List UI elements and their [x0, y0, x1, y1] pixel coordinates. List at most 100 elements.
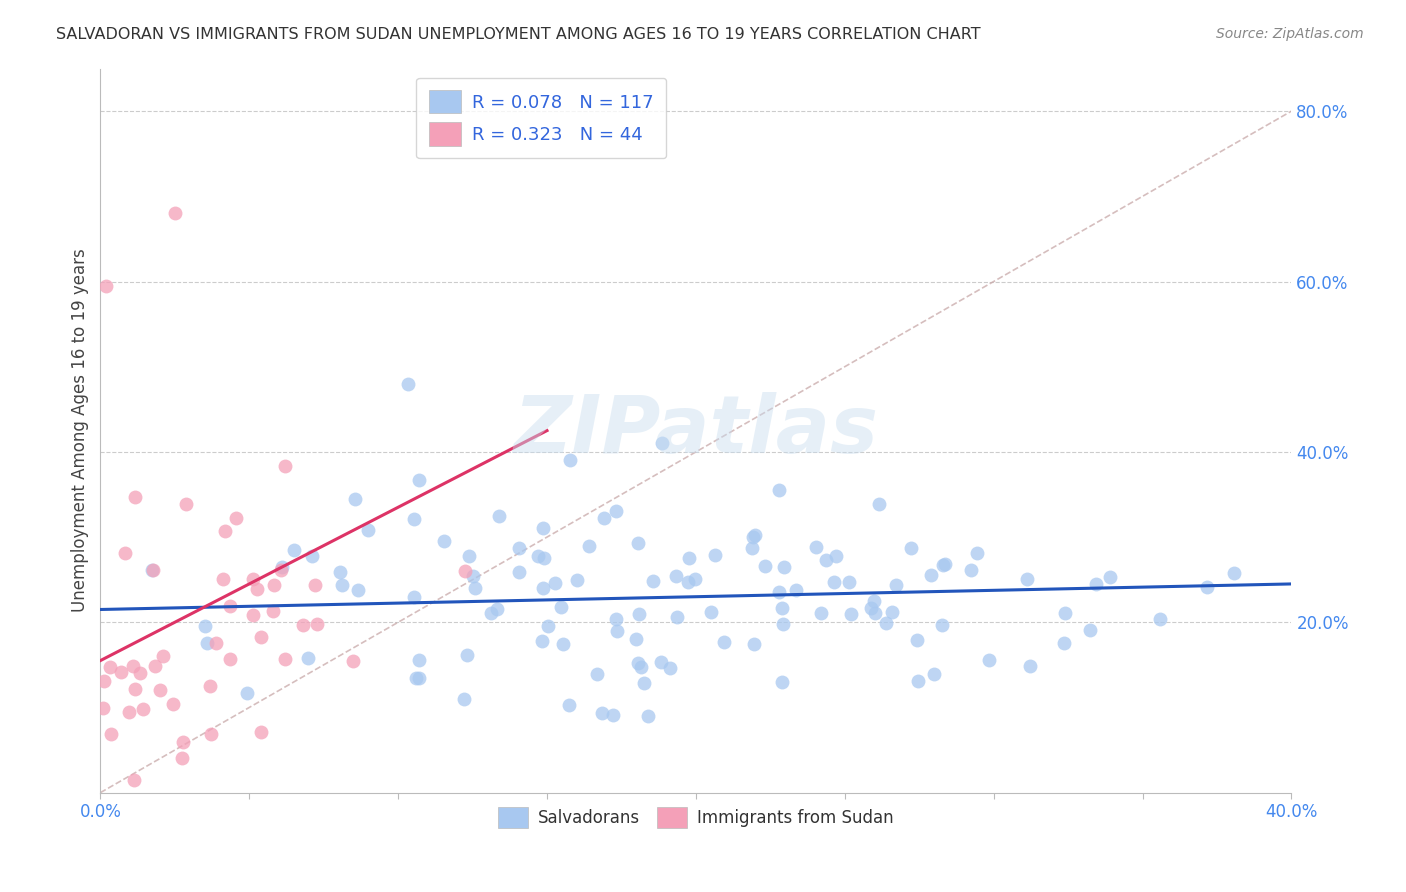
- Point: [242, 572, 264, 586]
- Point: [931, 558, 953, 572]
- Point: [768, 483, 790, 497]
- Point: [141, 563, 163, 577]
- Point: [236, 686, 259, 700]
- Point: [404, 512, 426, 526]
- Point: [342, 654, 364, 668]
- Point: [402, 591, 425, 605]
- Point: [744, 527, 766, 541]
- Point: [458, 549, 481, 563]
- Point: [122, 772, 145, 787]
- Point: [329, 565, 352, 579]
- Point: [152, 648, 174, 663]
- Point: [270, 563, 292, 577]
- Point: [110, 665, 132, 680]
- Point: [142, 563, 165, 577]
- Point: [875, 615, 897, 630]
- Point: [931, 618, 953, 632]
- Point: [96, 278, 118, 293]
- Point: [163, 206, 186, 220]
- Point: [544, 576, 567, 591]
- Point: [768, 585, 790, 599]
- Point: [630, 660, 652, 674]
- Point: [865, 606, 887, 620]
- Point: [859, 601, 882, 615]
- Point: [806, 540, 828, 554]
- Point: [263, 578, 285, 592]
- Point: [605, 612, 627, 626]
- Point: [172, 751, 194, 765]
- Point: [593, 510, 616, 524]
- Point: [530, 634, 553, 648]
- Point: [246, 582, 269, 596]
- Point: [605, 504, 627, 518]
- Point: [347, 582, 370, 597]
- Point: [770, 674, 793, 689]
- Point: [271, 560, 294, 574]
- Point: [741, 541, 763, 556]
- Point: [1017, 572, 1039, 586]
- Point: [212, 572, 235, 586]
- Point: [301, 549, 323, 563]
- Point: [713, 635, 735, 649]
- Text: Source: ZipAtlas.com: Source: ZipAtlas.com: [1216, 27, 1364, 41]
- Point: [1053, 636, 1076, 650]
- Point: [343, 491, 366, 506]
- Point: [558, 698, 581, 712]
- Point: [602, 708, 624, 723]
- Point: [586, 667, 609, 681]
- Point: [149, 683, 172, 698]
- Point: [627, 657, 650, 671]
- Point: [838, 575, 860, 590]
- Point: [536, 619, 558, 633]
- Point: [676, 575, 699, 590]
- Point: [218, 599, 240, 613]
- Point: [330, 578, 353, 592]
- Point: [205, 636, 228, 650]
- Point: [408, 473, 430, 487]
- Point: [934, 558, 956, 572]
- Point: [920, 567, 942, 582]
- Point: [678, 551, 700, 566]
- Point: [100, 727, 122, 741]
- Point: [704, 548, 727, 562]
- Point: [905, 633, 928, 648]
- Point: [550, 600, 572, 615]
- Point: [658, 661, 681, 675]
- Point: [531, 582, 554, 596]
- Point: [533, 551, 555, 566]
- Point: [357, 523, 380, 537]
- Point: [214, 524, 236, 538]
- Point: [200, 727, 222, 741]
- Point: [291, 617, 314, 632]
- Point: [433, 533, 456, 548]
- Point: [305, 617, 328, 632]
- Point: [823, 574, 845, 589]
- Point: [481, 606, 503, 620]
- Point: [960, 563, 983, 577]
- Point: [454, 564, 477, 578]
- Point: [1149, 612, 1171, 626]
- Point: [637, 708, 659, 723]
- Point: [624, 632, 647, 646]
- Point: [900, 541, 922, 555]
- Point: [824, 549, 846, 563]
- Point: [863, 594, 886, 608]
- Point: [118, 705, 141, 719]
- Point: [880, 605, 903, 619]
- Point: [274, 459, 297, 474]
- Point: [283, 542, 305, 557]
- Y-axis label: Unemployment Among Ages 16 to 19 years: Unemployment Among Ages 16 to 19 years: [72, 249, 89, 613]
- Point: [665, 610, 688, 624]
- Point: [977, 653, 1000, 667]
- Point: [665, 569, 688, 583]
- Point: [304, 578, 326, 592]
- Point: [219, 652, 242, 666]
- Point: [814, 553, 837, 567]
- Point: [907, 673, 929, 688]
- Point: [162, 697, 184, 711]
- Point: [772, 616, 794, 631]
- Point: [633, 676, 655, 690]
- Point: [1018, 659, 1040, 673]
- Point: [651, 435, 673, 450]
- Point: [772, 560, 794, 574]
